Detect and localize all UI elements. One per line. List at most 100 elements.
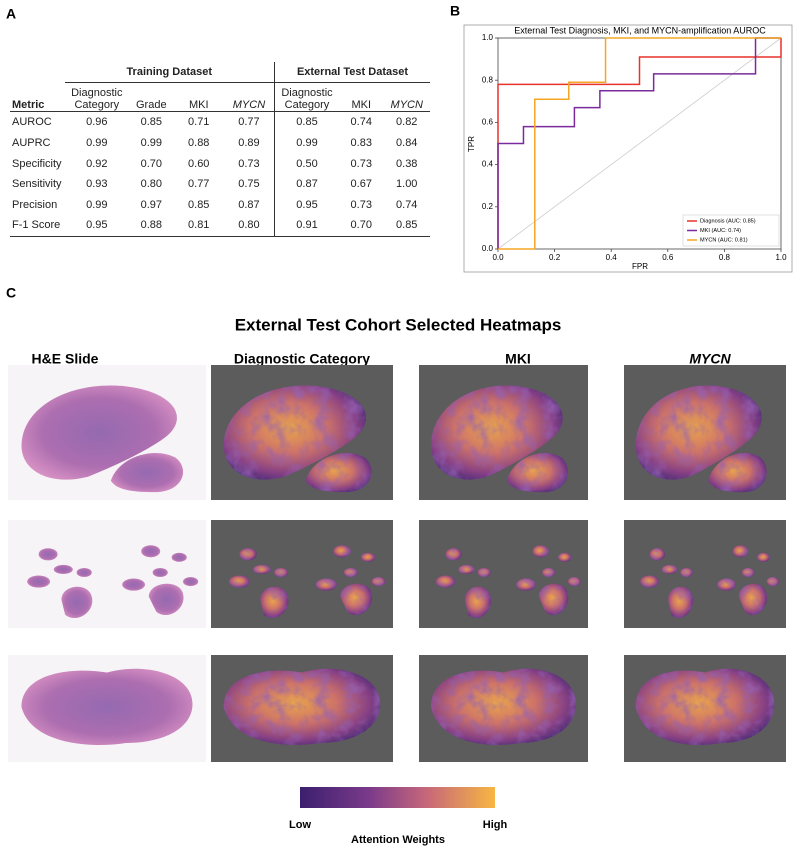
tissue bbox=[223, 668, 381, 746]
cell: 0.92 bbox=[86, 157, 108, 170]
tissue bbox=[635, 385, 767, 493]
column-header: Grade bbox=[129, 82, 174, 113]
column-header: Diagnostic Category bbox=[64, 82, 130, 113]
tissue bbox=[431, 668, 576, 746]
tissue-texture bbox=[708, 452, 767, 493]
tissue bbox=[27, 545, 199, 619]
panel-label: B bbox=[450, 3, 460, 19]
tissue-texture bbox=[340, 583, 373, 616]
cell: 0.73 bbox=[238, 157, 260, 170]
cell: 0.50 bbox=[273, 153, 340, 174]
row-label: AUPRC bbox=[12, 136, 51, 149]
table-row: Sensitivity 0.93 0.80 0.77 0.75 0.87 0.67 1.00 bbox=[10, 173, 430, 195]
cell: 0.70 bbox=[339, 215, 384, 237]
colorbar-high: High bbox=[483, 819, 508, 831]
tissue-texture bbox=[223, 385, 367, 480]
tissue-texture bbox=[640, 575, 659, 588]
tissue-texture bbox=[274, 567, 289, 578]
section-title: External Test Cohort Selected Heatmaps bbox=[235, 315, 562, 334]
he-slide bbox=[8, 655, 206, 762]
tissue-texture bbox=[305, 452, 372, 493]
tissue-texture bbox=[732, 545, 749, 558]
cell: 0.70 bbox=[140, 157, 162, 170]
tissue-texture bbox=[223, 668, 381, 746]
tissue-shape bbox=[61, 586, 93, 619]
tissue-shape bbox=[110, 452, 184, 493]
table-row: AUROC 0.96 0.85 0.71 0.77 0.85 0.74 0.82 bbox=[10, 111, 430, 133]
x-tick-label: 0.4 bbox=[606, 253, 618, 262]
legend-label: Diagnosis (AUC: 0.85) bbox=[700, 218, 756, 224]
y-tick-label: 0.2 bbox=[482, 202, 494, 211]
heatmap bbox=[211, 365, 393, 500]
legend-label: MYCN (AUC: 0.81) bbox=[700, 237, 748, 243]
tissue-shape bbox=[171, 552, 187, 562]
metrics-table: Training Dataset External Test Dataset M… bbox=[10, 62, 430, 237]
column-header: MYCN bbox=[223, 82, 275, 113]
image-bg bbox=[211, 520, 393, 628]
tissue-texture bbox=[661, 564, 678, 574]
x-tick-label: 1.0 bbox=[775, 253, 787, 262]
cell: 0.73 bbox=[350, 198, 372, 211]
tissue-texture bbox=[649, 548, 665, 561]
image-bg bbox=[8, 520, 206, 628]
x-tick-label: 0.0 bbox=[492, 253, 504, 262]
y-tick-label: 0.8 bbox=[482, 75, 494, 84]
row-label: F-1 Score bbox=[10, 215, 65, 237]
cell: 0.80 bbox=[223, 215, 275, 237]
tissue-texture bbox=[567, 577, 581, 587]
cell: 0.67 bbox=[350, 178, 372, 191]
cell: 0.87 bbox=[273, 173, 340, 195]
tissue-texture bbox=[435, 575, 456, 588]
cell: 0.85 bbox=[383, 215, 430, 237]
tissue-texture bbox=[371, 577, 386, 587]
cell: 0.83 bbox=[350, 136, 372, 149]
tissue-texture bbox=[239, 548, 257, 561]
tissue-texture bbox=[228, 575, 250, 588]
tissue-texture bbox=[253, 564, 271, 574]
column-header: Diagnostic Category bbox=[234, 351, 370, 367]
tissue-shape bbox=[122, 578, 145, 591]
tissue-shape bbox=[21, 385, 177, 480]
tissue-texture bbox=[738, 583, 768, 616]
row-label: Precision bbox=[12, 198, 58, 211]
cell: 0.82 bbox=[396, 116, 418, 129]
tissue-shape bbox=[21, 668, 193, 746]
chart-title: External Test Diagnosis, MKI, and MYCN-a… bbox=[514, 25, 766, 35]
tissue-texture bbox=[516, 578, 536, 591]
colorbar bbox=[300, 787, 495, 808]
column-header: MKI bbox=[505, 351, 531, 367]
tissue-texture bbox=[680, 567, 693, 578]
legend: Diagnosis (AUC: 0.85) MKI (AUC: 0.74) MYCN… bbox=[682, 214, 780, 247]
cell: 0.95 bbox=[64, 215, 130, 237]
tissue-texture bbox=[260, 586, 289, 619]
column-header: Metric bbox=[10, 82, 65, 113]
column-header: MKI bbox=[339, 82, 384, 113]
legend-box bbox=[682, 214, 780, 247]
tissue bbox=[435, 545, 581, 619]
row-label: Specificity bbox=[12, 157, 62, 170]
image-bg bbox=[419, 520, 588, 628]
tissue bbox=[635, 668, 775, 746]
row-label: AUROC bbox=[12, 116, 52, 129]
tissue-texture bbox=[315, 578, 337, 591]
tissue-texture bbox=[635, 385, 762, 480]
y-tick-label: 0.0 bbox=[482, 244, 494, 253]
cell: 0.88 bbox=[129, 215, 174, 237]
cell: 0.80 bbox=[140, 178, 162, 191]
cell: 0.95 bbox=[273, 194, 340, 216]
tissue-texture bbox=[458, 564, 475, 574]
tissue-texture bbox=[477, 567, 491, 578]
group-header: Training Dataset bbox=[64, 62, 275, 84]
tissue-texture bbox=[431, 385, 563, 480]
roc-curve bbox=[497, 38, 782, 249]
tissue-texture bbox=[464, 586, 492, 619]
row-label: Sensitivity bbox=[12, 178, 62, 191]
column-header: MYCN bbox=[689, 351, 731, 367]
tissue bbox=[228, 545, 386, 619]
tissue-shape bbox=[53, 564, 73, 574]
tissue-texture bbox=[558, 552, 572, 562]
tissue bbox=[21, 385, 184, 493]
heatmap bbox=[419, 520, 588, 628]
column-header: H&E Slide bbox=[32, 351, 99, 367]
